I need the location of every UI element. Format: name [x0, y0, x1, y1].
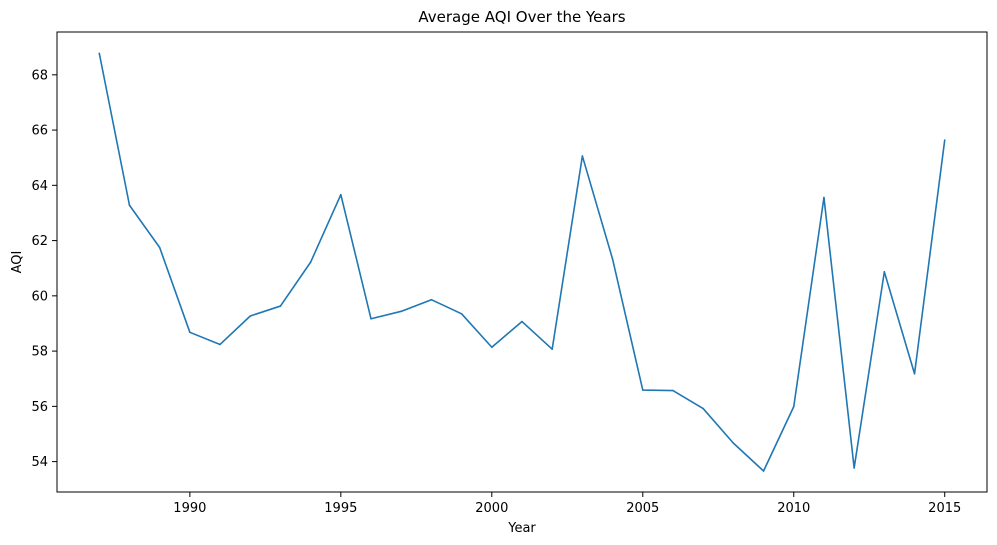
data-point	[370, 317, 372, 320]
data-point	[98, 52, 101, 55]
x-tick-label: 1995	[324, 501, 357, 516]
x-tick-label: 2015	[928, 501, 961, 516]
series-line	[98, 53, 946, 472]
y-tick-label: 68	[31, 68, 48, 83]
data-point	[641, 389, 644, 391]
chart-title: Average AQI Over the Years	[418, 8, 625, 26]
y-tick-label: 54	[31, 455, 48, 470]
data-point	[672, 389, 674, 392]
data-point	[491, 346, 493, 349]
data-point	[219, 343, 221, 346]
x-tick-label: 2010	[777, 501, 810, 516]
data-point	[762, 470, 765, 472]
plot-area	[98, 52, 946, 472]
data-point	[732, 442, 735, 444]
data-point	[340, 193, 342, 196]
data-point	[521, 320, 523, 323]
data-point	[823, 196, 825, 199]
data-point	[581, 155, 584, 157]
data-point	[702, 407, 704, 410]
y-axis-label: AQI	[10, 251, 25, 274]
data-point	[158, 246, 161, 249]
x-tick-label: 2005	[626, 501, 659, 516]
data-point	[611, 258, 614, 260]
x-axis: 1990 1995 2000 2005 2010 2015	[173, 492, 961, 516]
data-point	[792, 405, 795, 408]
x-tick-label: 2000	[475, 501, 508, 516]
data-point	[249, 315, 252, 317]
y-tick-label: 62	[31, 234, 48, 249]
y-tick-label: 66	[31, 124, 48, 139]
data-point	[551, 348, 553, 350]
y-tick-label: 64	[31, 179, 48, 194]
x-axis-label: Year	[507, 521, 536, 536]
data-point	[189, 331, 191, 334]
data-point	[460, 313, 463, 315]
x-tick-label: 1990	[173, 501, 206, 516]
data-point	[309, 261, 312, 263]
data-point	[943, 139, 946, 141]
data-point	[853, 467, 855, 469]
data-point	[400, 310, 403, 313]
data-point	[430, 298, 433, 301]
y-tick-label: 58	[31, 345, 48, 360]
data-point	[883, 271, 886, 273]
data-point	[279, 305, 282, 307]
plot-frame	[56, 31, 988, 493]
y-tick-label: 56	[31, 400, 48, 415]
y-axis: 54 56 58 60 62 64 66 68	[31, 68, 57, 470]
data-point	[128, 204, 131, 207]
data-point	[913, 372, 916, 375]
y-tick-label: 60	[31, 289, 48, 304]
